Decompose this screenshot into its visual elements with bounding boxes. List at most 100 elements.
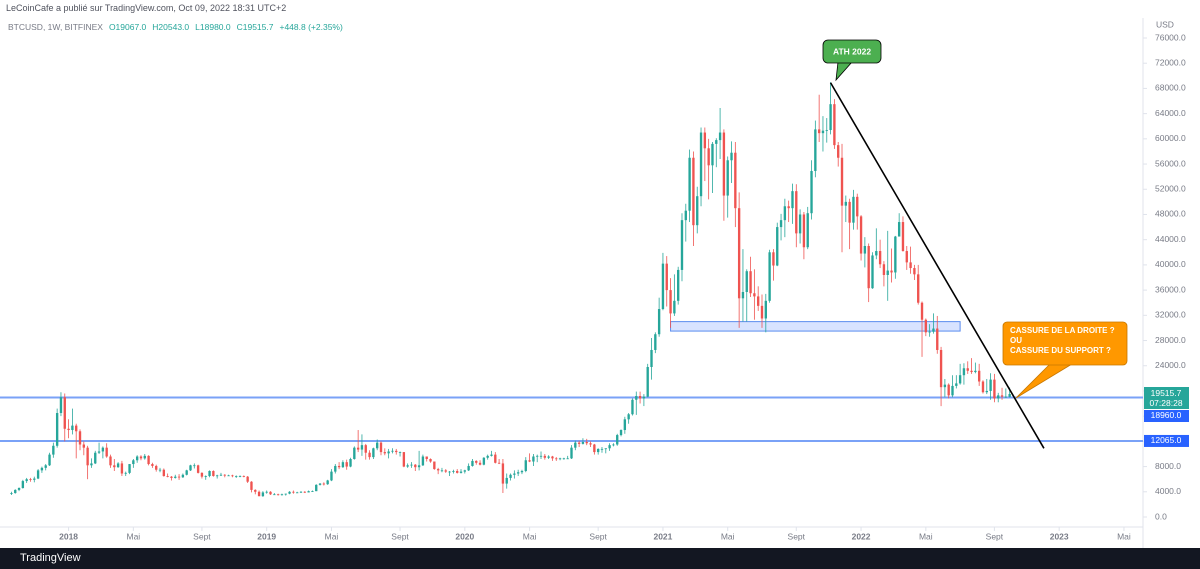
x-tick-label: Mai: [721, 531, 735, 541]
candle-body: [536, 455, 539, 457]
candle-body: [551, 456, 554, 459]
candle-body: [878, 251, 882, 265]
candle-body: [174, 476, 177, 478]
candle-body: [14, 489, 17, 494]
candle-body: [273, 494, 276, 496]
candle-body: [242, 476, 246, 477]
candle-body: [555, 458, 558, 460]
candle-body: [974, 370, 977, 373]
candle-body: [638, 395, 642, 399]
candle-body: [566, 458, 569, 460]
candle-body: [970, 370, 973, 373]
candle-body: [162, 469, 166, 477]
candle-body: [657, 309, 661, 335]
y-tick-label: 24000.0: [1155, 360, 1186, 370]
candle-body: [558, 458, 562, 460]
candle-body: [299, 491, 303, 493]
candle-body: [132, 460, 135, 465]
candle-body: [821, 130, 825, 134]
candle-body: [936, 328, 939, 350]
candle-body: [124, 472, 127, 474]
candle-body: [257, 491, 261, 497]
candle-body: [890, 270, 893, 273]
x-tick-label: Sept: [788, 531, 806, 541]
candle-body: [806, 213, 809, 248]
candle-body: [490, 454, 493, 456]
candle-body: [612, 444, 615, 446]
candle-body: [798, 214, 802, 234]
candle-body: [932, 328, 935, 332]
candle-body: [235, 476, 238, 477]
candle-body: [185, 470, 188, 475]
candle-body: [231, 475, 234, 477]
candle-body: [871, 255, 874, 289]
last-price-label: 19515.7: [1151, 388, 1182, 398]
candle-body: [886, 270, 889, 275]
candle-body: [448, 471, 451, 473]
legend-value: C19515.7: [236, 22, 274, 32]
candle-body: [128, 464, 131, 473]
candle-body: [635, 395, 638, 400]
candle-body: [696, 196, 699, 226]
candle-body: [810, 170, 813, 214]
candle-body: [741, 291, 745, 299]
y-tick-label: 44000.0: [1155, 234, 1186, 244]
candle-body: [360, 445, 364, 450]
candle-body: [543, 455, 547, 458]
question-callout: [1002, 321, 1128, 366]
candle-body: [345, 462, 348, 467]
candle-body: [859, 216, 863, 254]
candle-body: [181, 474, 185, 478]
candle-body: [155, 465, 158, 470]
candle-body: [516, 472, 520, 474]
candle-body: [574, 442, 577, 448]
candle-body: [170, 476, 173, 478]
candle-body: [844, 201, 848, 206]
candle-body: [101, 447, 105, 452]
candle-body: [619, 430, 623, 436]
candle-body: [966, 368, 969, 371]
candle-body: [25, 479, 28, 482]
candle-body: [10, 493, 13, 494]
chart: USD 0.04000.08000.012000.016000.020000.0…: [0, 18, 1189, 548]
candle-body: [467, 465, 470, 471]
candle-body: [29, 479, 32, 480]
candle-body: [817, 129, 821, 134]
candle-body: [444, 470, 447, 472]
candle-body: [486, 455, 489, 458]
candle-body: [452, 470, 455, 472]
candle-body: [600, 448, 604, 450]
x-tick-label: 2020: [455, 531, 474, 541]
candle-body: [539, 455, 543, 457]
candle-body: [265, 491, 268, 493]
candle-body: [482, 457, 486, 465]
candle-body: [238, 476, 242, 477]
x-tick-label: Mai: [523, 531, 537, 541]
candle-body: [276, 494, 280, 496]
y-tick-label: 8000.0: [1155, 461, 1181, 471]
candle-body: [261, 492, 265, 497]
candle-body: [989, 379, 992, 391]
candle-body: [116, 463, 120, 468]
ath-callout-text: ATH 2022: [833, 46, 871, 56]
candle-body: [924, 319, 928, 333]
y-tick-label: 32000.0: [1155, 310, 1186, 320]
candle-body: [795, 191, 798, 234]
candle-body: [589, 443, 592, 445]
candle-body: [330, 471, 333, 481]
candle-body: [223, 474, 226, 476]
candle-body: [288, 491, 291, 494]
candle-body: [650, 349, 653, 367]
candle-body: [284, 493, 287, 495]
candle-body: [642, 396, 646, 399]
x-tick-label: 2018: [59, 531, 78, 541]
candle-body: [90, 463, 93, 466]
candle-body: [596, 448, 600, 453]
candle-body: [943, 384, 947, 388]
question-callout-text: CASSURE DU SUPPORT ?: [1010, 346, 1111, 355]
candle-body: [958, 375, 962, 384]
candle-body: [764, 300, 767, 319]
y-tick-label: 56000.0: [1155, 158, 1186, 168]
candle-body: [417, 465, 421, 468]
